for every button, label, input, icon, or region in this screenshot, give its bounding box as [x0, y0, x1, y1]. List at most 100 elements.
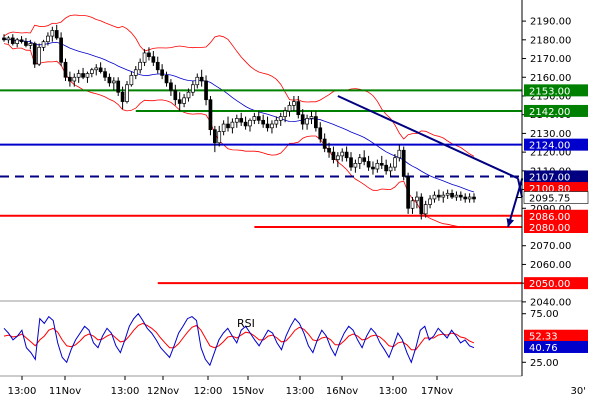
candle [90, 67, 94, 78]
candle [454, 191, 459, 201]
level-label-2080.00: 2080.00 [524, 221, 588, 234]
candle [94, 64, 99, 76]
candle-body [2, 37, 6, 41]
candle [116, 77, 121, 96]
level-label-2107.00-text: 2107.00 [529, 172, 570, 183]
candle-body [173, 90, 178, 101]
candle-body [186, 91, 191, 99]
candle-body [300, 114, 305, 125]
candle-body [208, 99, 213, 131]
candle-body [204, 80, 208, 101]
candle-body [292, 101, 296, 106]
candle-body [116, 80, 121, 93]
candle [305, 114, 309, 130]
candle-body [428, 198, 432, 205]
candle-body [103, 71, 107, 78]
candle [248, 118, 252, 132]
forecast-arrow-shaft [507, 178, 524, 228]
candle [221, 120, 226, 136]
candle [199, 69, 204, 87]
candle-body [458, 194, 463, 198]
level-label-2107.00-bg [524, 170, 588, 183]
candle [437, 189, 441, 201]
candle [208, 95, 213, 136]
x-tick-label: 15Nov [232, 386, 264, 397]
level-label-2153.00: 2153.00 [524, 84, 588, 97]
level-labels: 2153.00 2142.00 2124.00 2107.00 2086.002080.… [516, 84, 589, 354]
candle-body [353, 163, 358, 168]
level-label-2050.00: 2050.00 [524, 277, 588, 290]
candle [335, 152, 340, 168]
candle [120, 86, 125, 110]
candle [76, 69, 81, 83]
candle-body [375, 163, 380, 170]
candle [463, 193, 468, 203]
candle [261, 114, 266, 128]
candle [327, 142, 331, 158]
candle [28, 39, 33, 50]
candle [472, 193, 476, 203]
candle-body [322, 138, 327, 149]
candle [283, 107, 287, 123]
x-tick-label: 13:00 [379, 386, 408, 397]
candle-body [335, 155, 340, 160]
price-tick-label: 2150.00 [530, 91, 571, 102]
candle-body [371, 166, 375, 170]
candle [204, 75, 208, 106]
candle [441, 191, 446, 203]
candle-body [283, 110, 287, 117]
candle-body [138, 61, 143, 71]
candle-body [63, 61, 68, 78]
candle [191, 81, 195, 96]
x-tick-label: 12:00 [194, 386, 223, 397]
candle-body [318, 127, 323, 140]
candle [331, 146, 336, 164]
candle-body [274, 119, 279, 125]
candle [151, 51, 156, 67]
candle-body [393, 157, 397, 168]
candle [296, 95, 301, 119]
price-tick-label: 2170.00 [530, 54, 571, 65]
candle-body [256, 116, 261, 121]
level-label-2086.00-bg [524, 209, 588, 222]
level-label-2124.00-bg [524, 138, 588, 151]
candle-body [467, 196, 472, 200]
candle-body [120, 91, 125, 102]
rsi-panel [3, 312, 475, 367]
candle-body [111, 80, 116, 84]
candle [142, 49, 147, 67]
candle-body [199, 76, 204, 82]
candle-body [151, 56, 156, 63]
candle [50, 26, 55, 42]
price-tick-label: 2130.00 [530, 129, 571, 140]
candle [388, 163, 393, 177]
candle-body [410, 200, 415, 209]
rsi-value-1: 40.76 [524, 340, 588, 354]
candle [182, 94, 186, 108]
candle-body [397, 149, 402, 159]
candle [371, 161, 375, 175]
candle-body [379, 163, 384, 166]
level-label-2142.00: 2142.00 [524, 104, 588, 118]
candle [230, 118, 235, 134]
candle-body [221, 123, 226, 132]
candle [226, 116, 230, 132]
candle [300, 109, 305, 130]
last-price-bg [523, 191, 589, 204]
candle-body [169, 82, 173, 91]
level-label-2142.00-bg [524, 104, 588, 117]
candles [2, 24, 476, 220]
candle-body [164, 75, 169, 84]
candle [63, 58, 68, 81]
candle-body [76, 73, 81, 78]
candle [270, 120, 274, 134]
candle [309, 110, 314, 125]
candle-body [265, 123, 270, 129]
candle-body [340, 151, 345, 157]
candle-body [366, 161, 371, 168]
candle [393, 154, 397, 171]
x-tick-label: 17Nov [421, 386, 453, 397]
candle [419, 193, 424, 220]
candle [292, 95, 296, 111]
